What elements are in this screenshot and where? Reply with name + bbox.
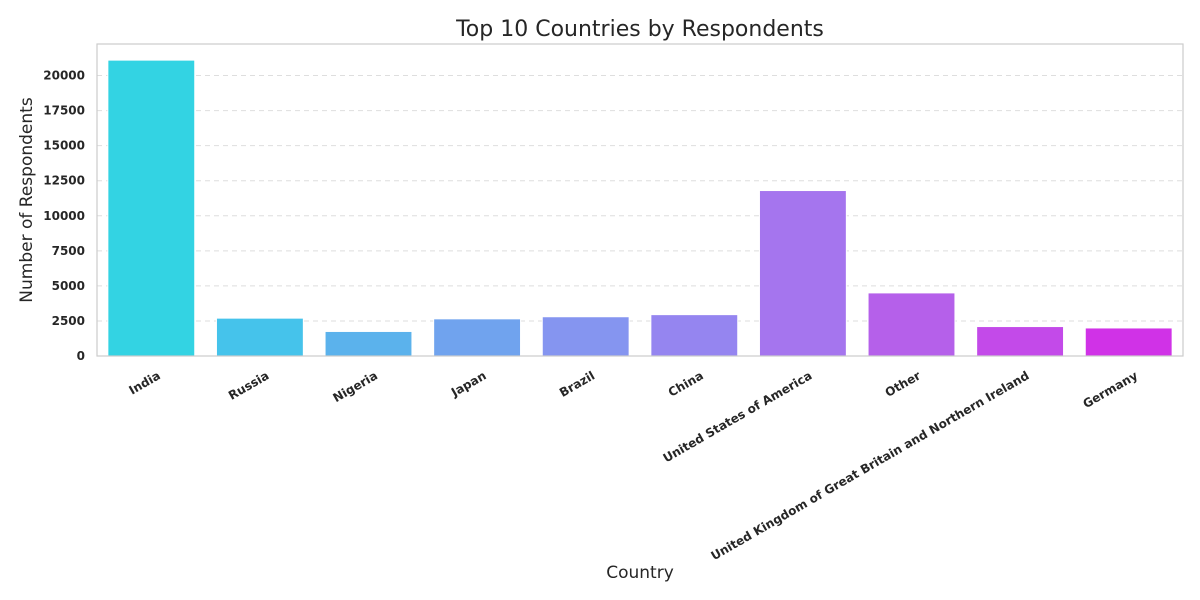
y-tick-label: 20000	[43, 69, 85, 83]
x-tick-label: Japan	[448, 368, 489, 400]
y-tick-label: 12500	[43, 174, 85, 188]
bar-united-kingdom-of-great-britain-and-northern-ireland	[976, 326, 1065, 357]
bar-china	[650, 314, 739, 357]
plot-frame	[96, 43, 1184, 357]
y-tick-label: 2500	[52, 314, 85, 328]
bar-united-states-of-america	[758, 190, 847, 357]
bar-brazil	[541, 316, 630, 357]
x-tick-label: China	[666, 368, 706, 399]
y-tick-label: 7500	[52, 244, 85, 258]
bar-india	[107, 59, 196, 357]
x-tick-label: Russia	[226, 368, 271, 402]
bar-russia	[215, 317, 304, 357]
bars	[107, 59, 1173, 357]
bar-other	[867, 292, 956, 357]
x-tick-label: Germany	[1080, 368, 1140, 411]
x-tick-label: India	[127, 368, 163, 397]
y-axis-ticks: 0 2500 5000 7500 10000 12500 15000 17500 20000	[43, 69, 85, 363]
x-axis-label: Country	[606, 563, 674, 583]
y-axis-label: Number of Respondents	[17, 97, 37, 303]
x-tick-label: Brazil	[557, 368, 597, 399]
y-tick-label: 0	[77, 349, 85, 363]
y-tick-label: 5000	[52, 279, 85, 293]
bar-nigeria	[324, 330, 413, 357]
bar-japan	[433, 318, 522, 357]
chart-title: Top 10 Countries by Respondents	[455, 17, 824, 42]
x-tick-label: Other	[883, 368, 923, 399]
x-axis-ticks: India Russia Nigeria Japan Brazil ChinaUnited…	[127, 368, 1141, 563]
y-tick-label: 17500	[43, 104, 85, 118]
y-tick-label: 15000	[43, 139, 85, 153]
bar-germany	[1084, 327, 1173, 357]
y-tick-label: 10000	[43, 209, 85, 223]
gridlines	[97, 75, 1183, 322]
x-tick-label: Nigeria	[331, 368, 380, 405]
